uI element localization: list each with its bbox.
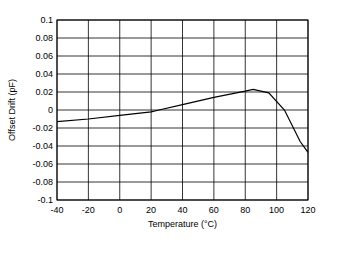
x-tick-label: -20 — [82, 205, 95, 215]
plot-frame — [57, 20, 308, 200]
x-tick-label: -40 — [50, 205, 63, 215]
y-tick-label: -0.02 — [32, 123, 53, 133]
y-tick-label: 0.04 — [35, 69, 53, 79]
y-tick-label: -0.1 — [37, 195, 53, 205]
chart: -40 -20 0 20 40 60 80 100 120 -0.1 -0.08 -0.06 -0.04… — [0, 0, 337, 254]
y-tick-label: -0.04 — [32, 141, 53, 151]
x-tick-label: 20 — [146, 205, 156, 215]
grid-line — [57, 164, 308, 165]
y-tick-label: -0.06 — [32, 159, 53, 169]
series-line — [57, 89, 308, 152]
x-tick-label: 80 — [240, 205, 250, 215]
grid-line — [57, 146, 308, 147]
grid-line — [57, 56, 308, 57]
y-tick-label: 0 — [48, 105, 53, 115]
y-axis-label: Offset Drift (pF) — [7, 79, 17, 141]
grid-line — [57, 128, 308, 129]
grid-line — [57, 38, 308, 39]
x-tick-label: 100 — [269, 205, 284, 215]
series-group — [57, 89, 308, 152]
grid-line — [57, 74, 308, 75]
y-tick-label: 0.02 — [35, 87, 53, 97]
x-axis-label: Temperature (°C) — [148, 219, 217, 229]
grid-line — [57, 92, 308, 93]
x-tick-label: 60 — [209, 205, 219, 215]
y-tick-label: 0.06 — [35, 51, 53, 61]
y-tick-label: 0.1 — [40, 15, 53, 25]
grid-line — [57, 182, 308, 183]
x-tick-label: 0 — [117, 205, 122, 215]
y-tick-label: 0.08 — [35, 33, 53, 43]
x-tick-label: 40 — [177, 205, 187, 215]
y-tick-label: -0.08 — [32, 177, 53, 187]
x-tick-label: 120 — [300, 205, 315, 215]
grid-line — [57, 110, 308, 111]
